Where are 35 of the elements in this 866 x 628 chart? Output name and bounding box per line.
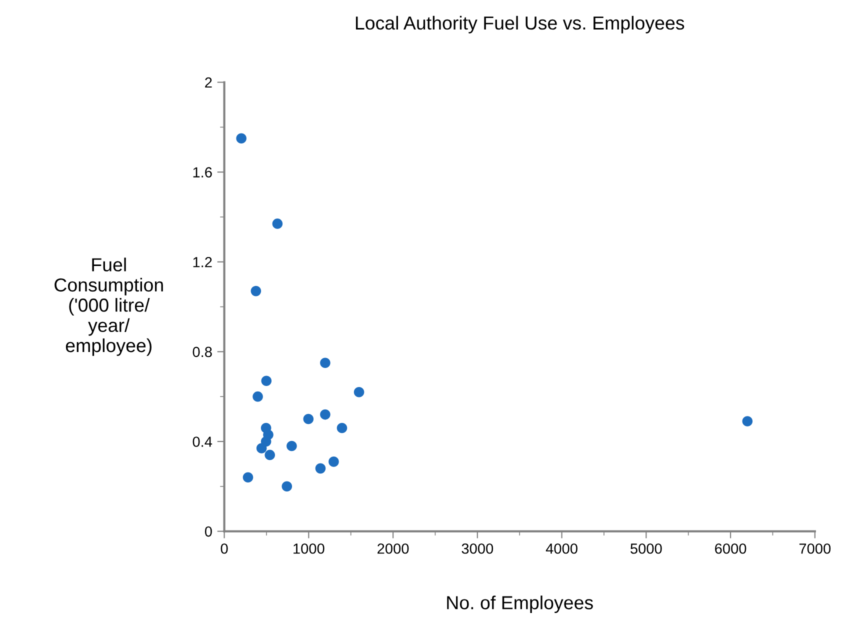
y-tick-label: 0 — [204, 526, 212, 537]
y-axis-title: Fuel Consumption ('000 litre/ year/ employee) — [54, 258, 163, 356]
y-tick-label: 0.4 — [192, 436, 212, 447]
y-tick-label: 1.2 — [193, 256, 212, 268]
point — [320, 409, 330, 420]
chart-title: Local Authority Fuel Use vs. Employees — [356, 16, 684, 34]
x-tick-label: 1000 — [294, 543, 324, 554]
x-tick-label: 7000 — [799, 543, 831, 554]
point — [315, 463, 326, 474]
point — [354, 386, 364, 398]
point — [336, 422, 348, 434]
y-tick-label: 0.8 — [192, 346, 212, 358]
point — [303, 414, 314, 424]
x-tick-label: 6000 — [715, 543, 746, 554]
point — [252, 391, 263, 402]
y-tick-label: 1.6 — [193, 167, 212, 178]
point — [261, 376, 272, 386]
x-axis-title: No. of Employees — [447, 596, 593, 614]
point — [256, 443, 267, 454]
point — [286, 440, 297, 452]
point — [328, 456, 339, 467]
x-tick-label: 3000 — [462, 543, 494, 554]
y-tick-label: 2 — [205, 77, 212, 88]
point — [282, 481, 292, 492]
point — [250, 286, 262, 296]
point — [242, 472, 254, 483]
point — [742, 416, 753, 426]
point — [272, 218, 283, 229]
point — [320, 358, 330, 368]
x-tick-label: 4000 — [546, 543, 578, 554]
point — [264, 450, 276, 460]
x-tick-label: 0 — [220, 543, 228, 554]
x-tick-label: 2000 — [378, 543, 409, 554]
point — [236, 133, 246, 144]
x-tick-label: 5000 — [630, 543, 662, 554]
